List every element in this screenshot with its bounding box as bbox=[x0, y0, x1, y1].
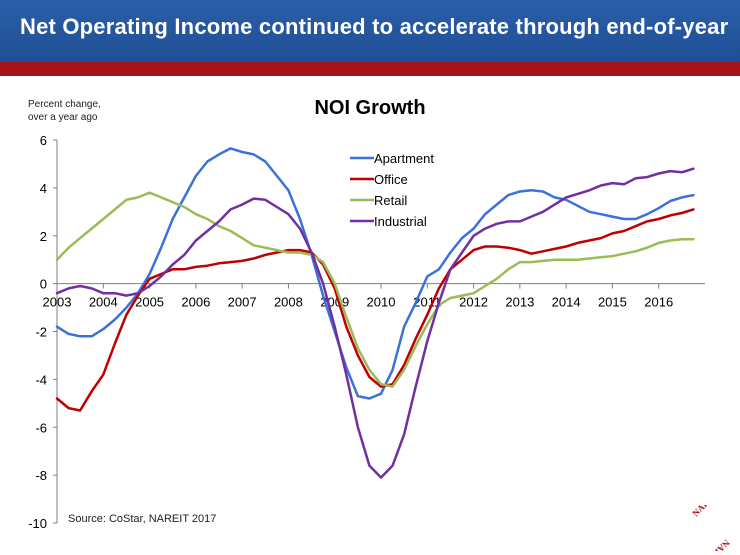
x-tick-label: 2014 bbox=[552, 295, 581, 310]
series-line-office bbox=[55, 208, 695, 412]
y-tick-label: -2 bbox=[35, 325, 47, 340]
logo-text-1: NAREIT bbox=[690, 505, 722, 518]
legend-label-office: Office bbox=[374, 172, 408, 187]
title-banner: Net Operating Income continued to accele… bbox=[0, 0, 740, 62]
accent-bar bbox=[0, 62, 740, 76]
page-title: Net Operating Income continued to accele… bbox=[20, 14, 729, 39]
x-tick-label: 2007 bbox=[228, 295, 257, 310]
logo-text-2: NAREIT bbox=[700, 538, 732, 551]
x-tick-label: 2013 bbox=[505, 295, 534, 310]
x-tick-label: 2004 bbox=[89, 295, 118, 310]
y-axis-label: Percent change, over a year ago bbox=[28, 98, 148, 124]
legend-label-retail: Retail bbox=[374, 193, 407, 208]
y-tick-label: -4 bbox=[35, 372, 47, 387]
x-tick-label: 2015 bbox=[598, 295, 627, 310]
y-tick-label: 2 bbox=[40, 229, 47, 244]
x-tick-label: 2016 bbox=[644, 295, 673, 310]
legend-label-apartment: Apartment bbox=[374, 151, 434, 166]
x-tick-label: 2005 bbox=[135, 295, 164, 310]
series-line-apartment bbox=[55, 147, 695, 400]
y-tick-label: -8 bbox=[35, 468, 47, 483]
y-axis-label-line-1: Percent change, bbox=[28, 99, 101, 110]
source-note: Source: CoStar, NAREIT 2017 bbox=[68, 513, 217, 525]
legend-label-industrial: Industrial bbox=[374, 214, 427, 229]
series-line-industrial bbox=[55, 167, 695, 479]
x-tick-label: 2010 bbox=[367, 295, 396, 310]
x-tick-label: 2008 bbox=[274, 295, 303, 310]
y-tick-label: 4 bbox=[40, 181, 47, 196]
series-line-retail bbox=[55, 191, 695, 388]
x-tick-label: 2012 bbox=[459, 295, 488, 310]
y-tick-label: -10 bbox=[28, 516, 47, 531]
chart-title: NOI Growth bbox=[314, 97, 426, 119]
y-tick-label: -6 bbox=[35, 420, 47, 435]
y-tick-label: 0 bbox=[40, 277, 47, 292]
x-tick-label: 2006 bbox=[181, 295, 210, 310]
x-tick-label: 2003 bbox=[43, 295, 72, 310]
y-tick-label: 6 bbox=[40, 133, 47, 148]
y-axis-label-line-2: over a year ago bbox=[28, 112, 98, 123]
nareit-logo: NAREIT NAREIT bbox=[690, 505, 732, 551]
